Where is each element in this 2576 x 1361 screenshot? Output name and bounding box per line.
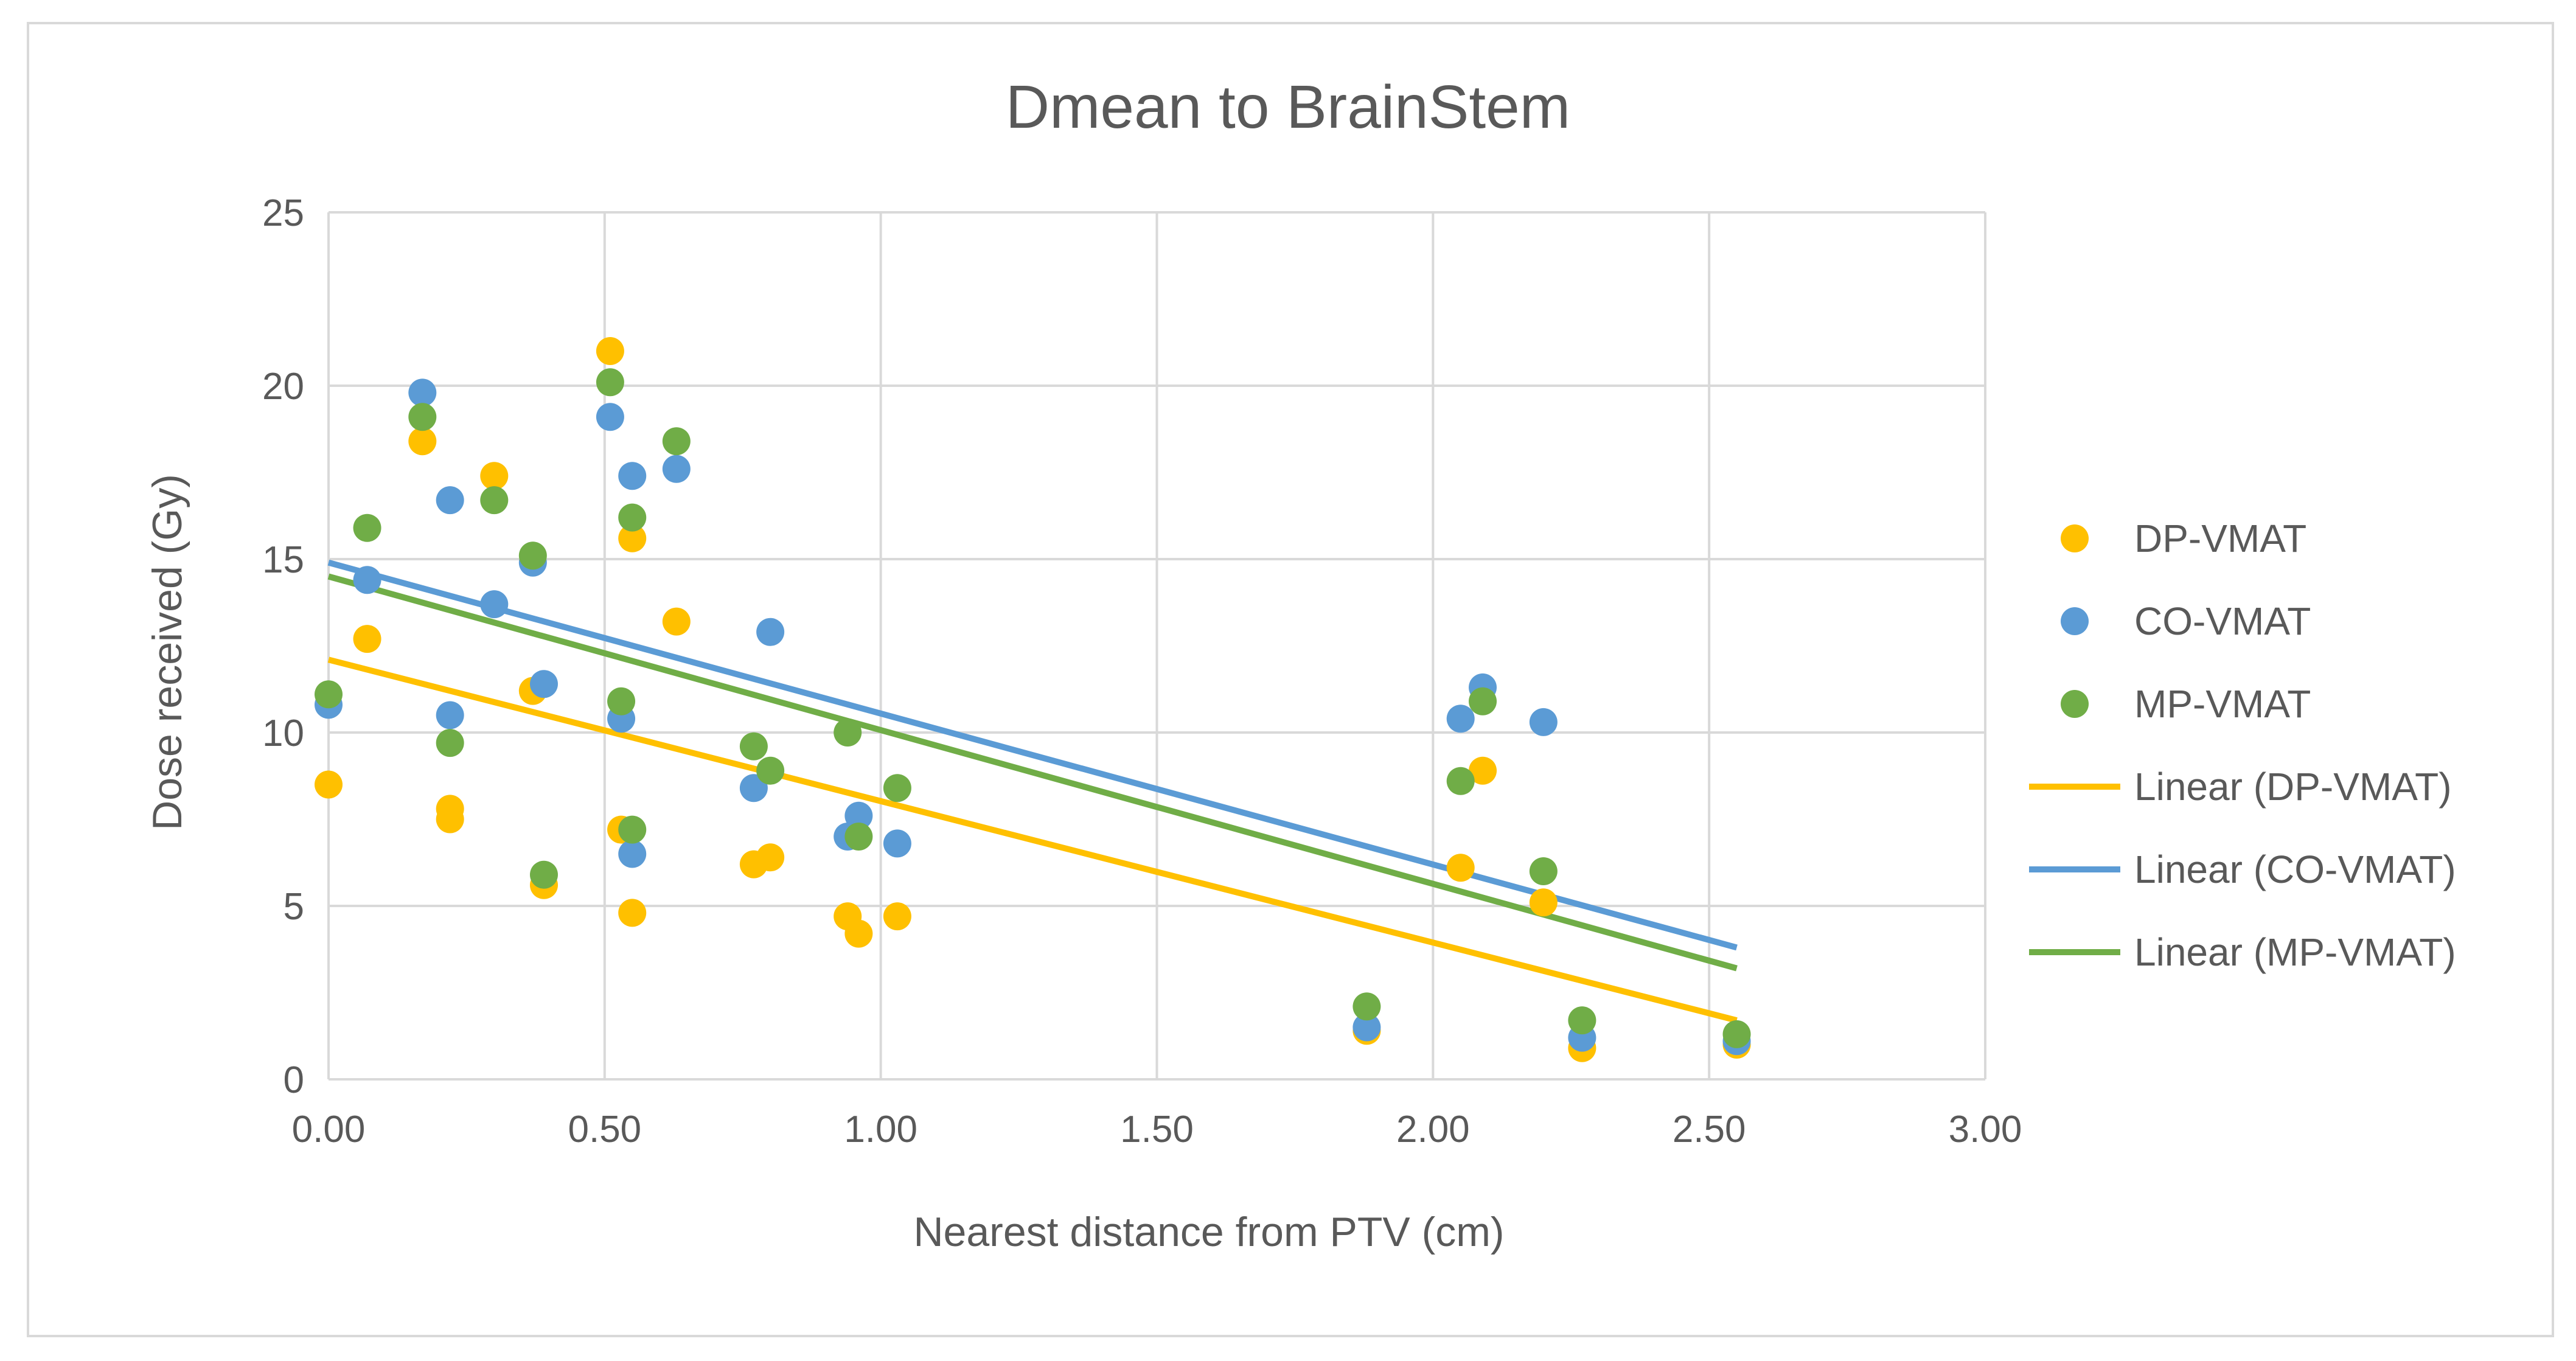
data-point [844,801,873,830]
legend-label: Linear (MP-VMAT) [2134,930,2456,974]
x-axis-label: Nearest distance from PTV (cm) [913,1209,1504,1255]
data-point [618,815,647,844]
data-point [662,607,691,636]
data-point [618,899,647,927]
data-point [408,403,437,431]
y-tick-label: 10 [262,712,304,754]
data-point [596,403,624,431]
data-point [1469,756,1497,785]
data-point [618,503,647,532]
x-axis-ticks: 0.00 0.50 1.00 1.50 2.00 2.50 3.00 [292,1109,2022,1150]
data-point [436,729,464,757]
data-point [315,680,343,709]
grid-lines [327,211,1986,1081]
legend-label: Linear (DP-VMAT) [2134,765,2452,809]
data-point [1529,708,1558,736]
data-point [436,486,464,515]
data-point [408,378,437,407]
x-tick-label: 3.00 [1949,1109,2022,1150]
x-tick-label: 1.50 [1120,1109,1194,1150]
data-point [529,670,558,698]
data-point [756,618,785,646]
data-point [618,524,647,552]
data-point [1446,705,1475,733]
data-point [1529,857,1558,885]
data-point [596,337,624,365]
trendline [327,656,1738,1023]
data-point [518,541,547,570]
y-tick-label: 5 [284,886,304,928]
data-point [353,625,381,653]
data-point [883,774,911,802]
x-tick-label: 0.50 [568,1109,641,1150]
data-point [1352,1013,1381,1042]
x-tick-label: 2.00 [1396,1109,1470,1150]
trendline [327,573,1738,972]
trendlines [327,559,1738,1023]
data-point [662,454,691,483]
y-axis-ticks: 0 5 10 15 20 25 [262,192,304,1101]
x-tick-label: 1.00 [844,1109,917,1150]
legend-label: Linear (CO-VMAT) [2134,848,2456,891]
data-point [1568,1006,1596,1035]
data-point [1446,854,1475,882]
data-point [844,919,873,948]
data-point [756,756,785,785]
data-point [315,770,343,799]
data-point [618,840,647,868]
data-point [353,513,381,542]
x-tick-label: 2.50 [1673,1109,1746,1150]
legend-label: DP-VMAT [2134,517,2306,560]
data-point [436,805,464,834]
x-tick-label: 0.00 [292,1109,366,1150]
y-axis-label: Dose received (Gy) [144,474,190,830]
data-point [408,427,437,456]
data-point [844,823,873,851]
data-point [480,486,509,515]
chart-title: Dmean to BrainStem [1006,73,1570,141]
data-point [662,427,691,456]
data-point [883,902,911,931]
data-point [436,701,464,729]
data-point [1722,1020,1751,1048]
y-tick-label: 25 [262,192,304,234]
y-tick-label: 20 [262,366,304,408]
data-point [480,590,509,619]
data-point [834,719,862,747]
data-point [529,860,558,889]
data-point [607,687,636,715]
data-point [883,829,911,858]
data-point [1529,888,1558,917]
data-point [1446,767,1475,795]
legend-marker [2061,607,2089,635]
legend: DP-VMAT CO-VMAT MP-VMAT Linear (DP-VMAT) Lin… [2029,517,2456,974]
y-tick-label: 0 [284,1059,304,1101]
data-point [1352,992,1381,1021]
data-point [353,566,381,594]
legend-label: MP-VMAT [2134,682,2311,726]
data-point [756,843,785,872]
data-point [596,368,624,397]
chart-border [27,22,2554,1337]
data-point [618,462,647,490]
y-tick-label: 15 [262,539,304,581]
data-points [315,337,1751,1062]
legend-marker [2061,524,2089,552]
data-point [1469,687,1497,715]
data-point [480,462,509,490]
legend-label: CO-VMAT [2134,599,2311,643]
data-point [739,732,768,761]
legend-marker [2061,690,2089,718]
data-point [739,774,768,802]
trendline [327,559,1738,951]
